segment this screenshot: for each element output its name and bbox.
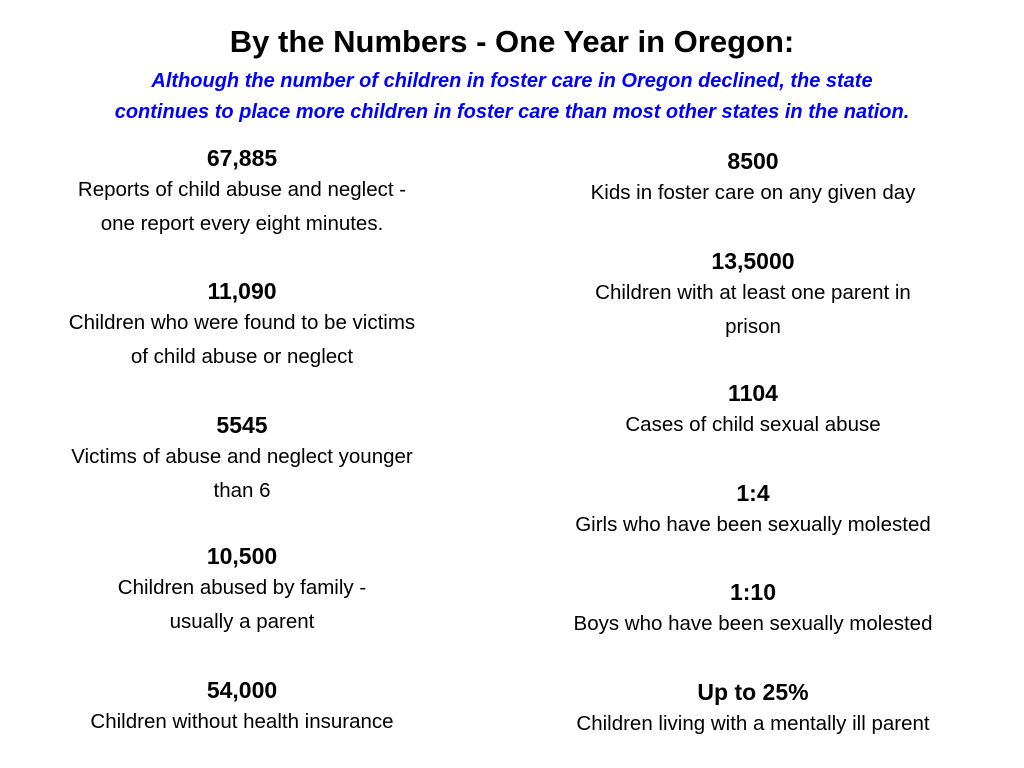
stat-family-abuse: 10,500 Children abused by family - usual… [12,541,472,639]
stat-number: 8500 [727,148,779,174]
stat-number: Up to 25% [697,679,809,705]
stat-description-line-2: usually a parent [169,610,315,633]
subtitle-line-2: continues to place more children in fost… [114,101,910,123]
stat-description-line-2: than 6 [213,479,271,502]
subtitle-line-1: Although the number of children in foste… [151,70,873,92]
stat-description-line-1: Victims of abuse and neglect younger [71,445,413,468]
stat-description-line-2: prison [725,315,781,338]
stat-number: 54,000 [206,677,278,703]
stat-description-line-1: Children who were found to be victims [68,311,416,334]
stat-victims: 11,090 Children who were found to be vic… [12,276,472,374]
stat-number: 1:10 [729,579,777,605]
stat-mentally-ill-parent: Up to 25% Children living with a mentall… [522,677,984,741]
stat-description-line-1: Boys who have been sexually molested [573,612,933,635]
stat-boys-molested: 1:10 Boys who have been sexually moleste… [522,577,984,641]
stat-description-line-1: Children with at least one parent in [595,281,911,304]
stat-number: 10,500 [206,543,278,569]
stat-description-line-2: one report every eight minutes. [100,212,384,235]
stat-description-line-1: Kids in foster care on any given day [590,181,916,204]
stat-description-line-1: Children without health insurance [90,710,394,733]
stat-number: 1104 [728,380,778,406]
stat-description-line-1: Reports of child abuse and neglect - [77,178,407,201]
stat-number: 1:4 [736,480,770,506]
stat-description-line-2: of child abuse or neglect [130,345,354,368]
page-subtitle: Although the number of children in foste… [0,66,1024,128]
stat-number: 13,5000 [711,248,795,274]
stat-sexual-abuse-cases: 1104 Cases of child sexual abuse [522,378,984,442]
stat-number: 11,090 [207,278,277,304]
stat-description-line-1: Girls who have been sexually molested [575,513,931,536]
stat-reports: 67,885 Reports of child abuse and neglec… [12,143,472,241]
page-title: By the Numbers - One Year in Oregon: [229,24,795,59]
stat-description-line-1: Cases of child sexual abuse [625,413,881,436]
stat-description-line-1: Children abused by family - [117,576,367,599]
stat-foster-care: 8500 Kids in foster care on any given da… [522,146,984,210]
stat-number: 67,885 [206,145,278,171]
stat-description-line-1: Children living with a mentally ill pare… [576,712,930,735]
stat-no-insurance: 54,000 Children without health insurance [12,675,472,739]
stat-girls-molested: 1:4 Girls who have been sexually moleste… [522,478,984,542]
stat-number: 5545 [216,412,268,438]
stat-young-victims: 5545 Victims of abuse and neglect younge… [12,410,472,508]
stat-parent-in-prison: 13,5000 Children with at least one paren… [522,246,984,344]
